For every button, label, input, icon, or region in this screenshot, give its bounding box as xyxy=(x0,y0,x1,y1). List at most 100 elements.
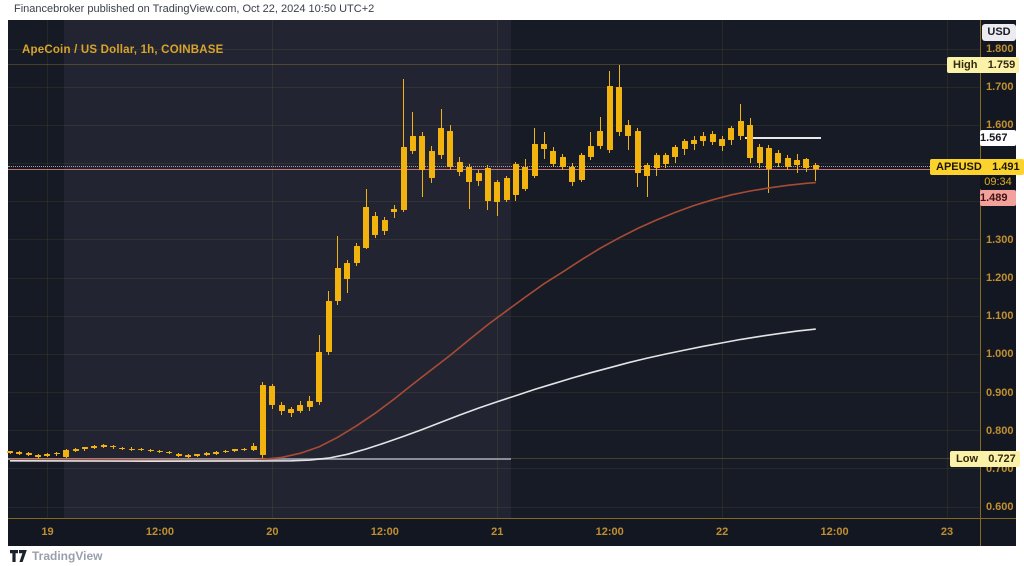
time-axis-border xyxy=(8,518,1016,519)
white_segment-line xyxy=(744,137,822,140)
candlestick xyxy=(44,453,51,456)
ma_fast_orange xyxy=(10,181,816,462)
candlestick xyxy=(81,447,88,450)
candlestick xyxy=(522,166,529,190)
moving-averages xyxy=(9,181,816,463)
candlestick xyxy=(278,404,285,411)
price-tick: 1.800 xyxy=(986,43,1014,55)
chart-panel: 1.8001.7001.6001.5001.4001.3001.2001.100… xyxy=(7,20,1024,546)
candlestick xyxy=(231,449,238,451)
candlestick xyxy=(597,131,604,147)
candlestick xyxy=(550,151,557,165)
candlestick xyxy=(812,165,819,169)
chart-plot-area[interactable] xyxy=(7,20,1016,546)
bar-countdown: 09:34 xyxy=(980,174,1016,189)
candlestick xyxy=(222,450,229,453)
low-label-value: 0.727 xyxy=(984,450,1020,467)
candlestick xyxy=(119,447,126,450)
time-tick: 20 xyxy=(266,526,279,538)
time-tick: 23 xyxy=(940,526,954,538)
pink-line-price-label: 1.489 xyxy=(980,189,1016,206)
horizontal-gridline xyxy=(8,239,980,241)
time-tick: 21 xyxy=(491,526,504,538)
currency-usd-button[interactable]: USD xyxy=(982,24,1016,41)
horizontal-gridline xyxy=(8,86,980,88)
candlestick xyxy=(288,409,295,414)
candlestick xyxy=(803,158,810,169)
candlestick xyxy=(653,155,660,169)
candlestick xyxy=(634,131,641,174)
symbol-label-value: 1.491 xyxy=(987,158,1024,175)
vertical-gridline xyxy=(946,20,948,518)
candlestick xyxy=(587,146,594,157)
horizontal-gridline xyxy=(8,506,980,508)
horizontal-gridline xyxy=(8,468,980,470)
candlestick xyxy=(737,120,744,137)
candlestick xyxy=(512,164,519,195)
candlestick xyxy=(372,216,379,236)
candlestick xyxy=(409,136,416,152)
vertical-gridline xyxy=(721,20,723,518)
candlestick xyxy=(681,141,688,149)
candlestick xyxy=(381,219,388,232)
candlestick xyxy=(728,128,735,140)
candlestick xyxy=(466,166,473,182)
candlestick xyxy=(794,160,801,166)
candlestick xyxy=(391,208,398,213)
price-tick: 0.800 xyxy=(986,424,1014,437)
tradingview-logo-icon xyxy=(10,549,27,562)
candlestick xyxy=(325,300,332,353)
session-band xyxy=(511,20,981,518)
candlestick xyxy=(353,245,360,263)
price-tick: 1.000 xyxy=(986,348,1014,361)
time-tick: 12:00 xyxy=(370,526,399,538)
white-line-price-label: 1.567 xyxy=(980,129,1016,146)
candlestick xyxy=(747,124,754,158)
candlestick xyxy=(765,148,772,170)
candlestick xyxy=(25,453,32,456)
candlestick xyxy=(719,138,726,147)
vertical-gridline xyxy=(496,20,498,518)
candle-wick xyxy=(646,162,648,198)
candlestick xyxy=(569,166,576,182)
candlestick xyxy=(297,405,304,411)
candlestick xyxy=(578,155,585,180)
tradingview-attribution-link[interactable]: TradingView xyxy=(10,549,102,563)
candle-wick xyxy=(412,111,414,154)
session-band xyxy=(63,20,512,518)
candlestick xyxy=(784,157,791,167)
candle-wick xyxy=(403,78,405,213)
horizontal-gridline xyxy=(8,315,980,317)
candlestick xyxy=(316,352,323,403)
high-label-text: High xyxy=(947,56,984,73)
candlestick xyxy=(110,445,117,448)
time-tick: 12:00 xyxy=(820,526,849,538)
vertical-gridline xyxy=(271,20,273,518)
price-axis-border xyxy=(980,20,981,546)
candlestick xyxy=(156,450,163,452)
low_faint-line xyxy=(511,458,980,460)
price-tick: 0.600 xyxy=(986,501,1014,513)
session-bands-layer xyxy=(7,20,1016,546)
candlestick xyxy=(203,452,210,455)
candle-wick xyxy=(815,162,817,181)
candlestick xyxy=(756,147,763,163)
horizontal-gridline xyxy=(8,353,980,355)
candlestick xyxy=(128,448,135,451)
price-tick: 1.600 xyxy=(986,119,1014,132)
candlestick xyxy=(438,128,445,156)
candlestick xyxy=(175,453,182,457)
time-tick: 19 xyxy=(41,526,54,538)
candlestick xyxy=(606,86,613,151)
time-tick: 12:00 xyxy=(595,526,624,538)
horizontal-gridline xyxy=(8,163,980,164)
candlestick xyxy=(559,156,566,167)
low-price-label: Low 0.727 xyxy=(950,450,1020,467)
candlestick xyxy=(672,147,679,157)
candlestick xyxy=(138,448,145,451)
time-axis[interactable]: 19 12:00 20 12:00 21 12:00 22 12:00 23 xyxy=(8,20,1016,546)
candlestick xyxy=(100,445,107,448)
candlestick xyxy=(91,445,98,448)
candlestick xyxy=(63,449,70,457)
